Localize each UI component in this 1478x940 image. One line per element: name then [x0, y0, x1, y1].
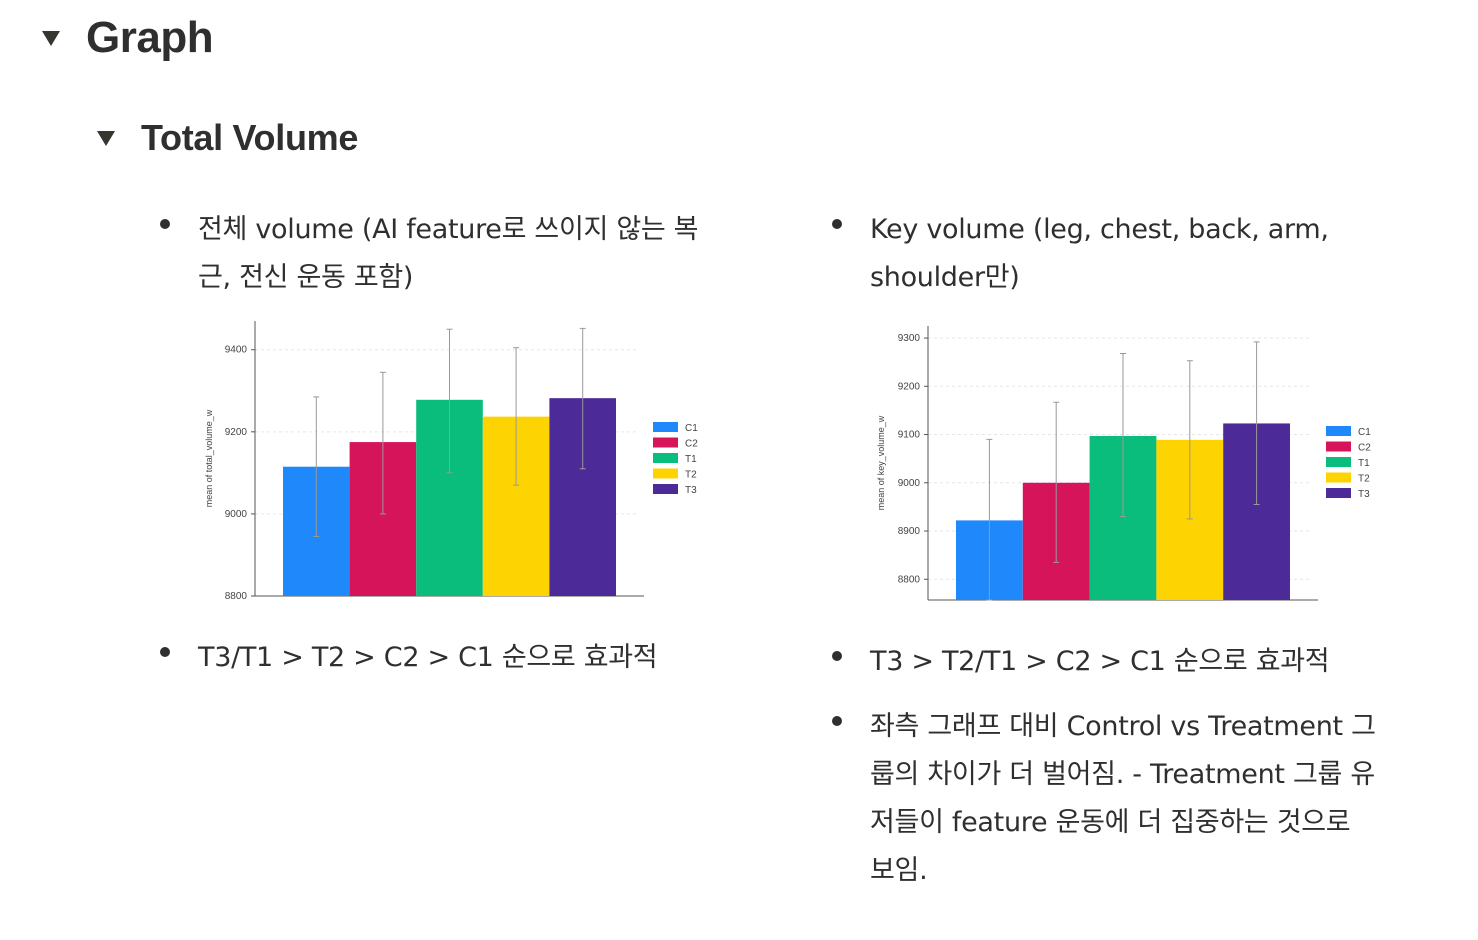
y-tick-label: 9300: [898, 333, 921, 344]
legend-label-t2: T2: [1358, 474, 1370, 485]
bullet-dot: [160, 219, 170, 229]
y-tick-label: 9000: [898, 478, 921, 489]
list-item: Key volume (leg, chest, back, arm, shoul…: [832, 206, 1372, 302]
y-axis-label: mean of key_volume_w: [876, 415, 886, 510]
legend-swatch-c2: [1326, 441, 1351, 452]
legend-swatch-t3: [1326, 488, 1351, 498]
bullet-text: 전체 volume (AI feature로 쓰이지 않는 복근, 전신 운동 …: [198, 214, 699, 293]
legend-label-t1: T1: [685, 454, 697, 465]
legend-swatch-t3: [653, 484, 678, 494]
legend-swatch-c2: [653, 437, 678, 448]
legend-label-t3: T3: [685, 485, 697, 496]
list-item: 전체 volume (AI feature로 쓰이지 않는 복근, 전신 운동 …: [160, 206, 700, 302]
y-tick-label: 9400: [225, 345, 248, 356]
chart-total-volume-svg: 8800 9000 9200 9400 mean of total_volume_w C1…: [204, 321, 698, 602]
heading-total-volume: Total Volume: [141, 117, 359, 158]
legend-swatch-c1: [1326, 426, 1351, 436]
y-axis-label: mean of total_volume_w: [204, 409, 214, 507]
legend-swatch-t1: [1326, 457, 1351, 467]
legend-label-c1: C1: [685, 423, 698, 434]
heading-graph: Graph: [86, 13, 214, 62]
legend-label-t1: T1: [1358, 458, 1370, 469]
toggle-triangle-icon[interactable]: [97, 130, 115, 146]
list-item: 좌측 그래프 대비 Control vs Treatment 그룹의 차이가 더…: [832, 703, 1377, 895]
bullet-dot: [832, 651, 842, 661]
list-item: T3 > T2/T1 > C2 > C1 순으로 효과적: [832, 638, 1392, 686]
bullet-text: T3/T1 > T2 > C2 > C1 순으로 효과적: [198, 642, 658, 673]
total-volume-toggle[interactable]: Total Volume: [97, 115, 358, 161]
y-tick-label: 8800: [225, 591, 248, 602]
y-tick-label: 9100: [898, 430, 921, 441]
bullet-text: 좌측 그래프 대비 Control vs Treatment 그룹의 차이가 더…: [870, 711, 1376, 886]
y-tick-label: 9200: [898, 381, 921, 392]
bullet-text: T3 > T2/T1 > C2 > C1 순으로 효과적: [870, 646, 1330, 677]
chart-key-volume: 8800 8900 9000 9100 9200 9300 mean of key_volu…: [870, 318, 1390, 610]
chart-key-volume-svg: 8800 8900 9000 9100 9200 9300 mean of key_volu…: [876, 326, 1371, 601]
bullet-dot: [160, 647, 170, 657]
toggle-triangle-icon[interactable]: [42, 30, 60, 46]
legend-swatch-t2: [653, 468, 678, 479]
legend-label-t2: T2: [685, 470, 697, 481]
list-item: T3/T1 > T2 > C2 > C1 순으로 효과적: [160, 634, 720, 682]
bullet-text: Key volume (leg, chest, back, arm, shoul…: [870, 214, 1329, 293]
graph-toggle[interactable]: Graph: [42, 12, 214, 64]
y-tick-label: 9000: [225, 509, 248, 520]
legend-label-c2: C2: [685, 439, 698, 450]
chart-total-volume: 8800 9000 9200 9400 mean of total_volume_w C1…: [198, 318, 708, 610]
legend-label-t3: T3: [1358, 489, 1370, 500]
legend-swatch-c1: [653, 422, 678, 432]
y-tick-label: 8900: [898, 526, 921, 537]
legend-swatch-t1: [653, 453, 678, 463]
bullet-dot: [832, 716, 842, 726]
legend-swatch-t2: [1326, 472, 1351, 483]
bullet-dot: [832, 219, 842, 229]
legend-label-c2: C2: [1358, 443, 1371, 454]
y-tick-label: 8800: [898, 574, 921, 585]
y-tick-label: 9200: [225, 427, 248, 438]
legend-label-c1: C1: [1358, 427, 1371, 438]
